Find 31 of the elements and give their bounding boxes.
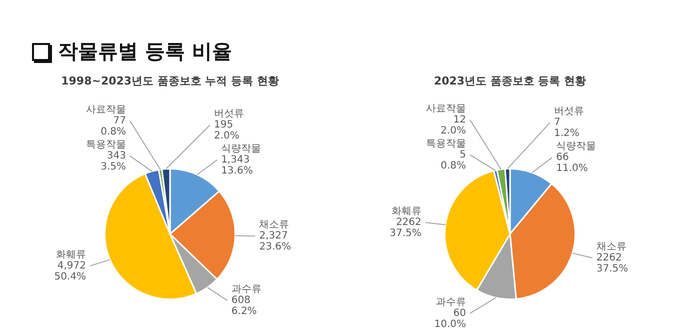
slice-label: 특용작물 xyxy=(426,138,466,150)
data-label: 2,327 23.6% xyxy=(259,230,292,253)
chart-title: 2023년도 품종보호 등록 현황 xyxy=(434,74,586,88)
slice-label: 채소류 xyxy=(259,220,290,231)
data-label: 4,972 50.4% xyxy=(54,260,86,283)
slice-label: 채소류 xyxy=(596,241,626,252)
data-label: 77 0.8% xyxy=(100,116,126,138)
data-label: 343 3.5% xyxy=(100,150,126,173)
slice-label: 특용작물 xyxy=(86,140,126,151)
slice-label: 버섯류 xyxy=(214,108,244,120)
data-label: 2262 37.5% xyxy=(390,217,422,240)
chart-subtitle: 1998~2023년도 품종보호 누적 등록 현황 xyxy=(61,74,279,88)
data-label: 195 2.0% xyxy=(214,120,240,142)
slice-label: 화훼류 xyxy=(56,250,86,261)
data-label: 2262 37.5% xyxy=(596,252,628,274)
slice-label: 과수류 xyxy=(436,296,466,308)
data-label: 608 6.2% xyxy=(231,295,257,318)
slice-label: 과수류 xyxy=(231,284,262,296)
data-label: 1,343 13.6% xyxy=(221,154,253,177)
slice-label: 화훼류 xyxy=(391,206,422,218)
data-label: 60 10.0% xyxy=(434,308,466,330)
data-label: 66 11.0% xyxy=(556,152,588,174)
slice-label: 버섯류 xyxy=(554,106,584,118)
slice-label: 사료작물 xyxy=(426,103,466,114)
chart-title: 작물류별 등록 비율 xyxy=(58,38,232,65)
data-label: 12 2.0% xyxy=(440,114,466,136)
slice-label: 식량작물 xyxy=(556,141,596,152)
data-label: 5 0.8% xyxy=(440,149,466,172)
slice-label: 사료작물 xyxy=(86,104,126,116)
data-label: 7 1.2% xyxy=(554,117,580,140)
slice-label: 식량작물 xyxy=(221,144,262,155)
